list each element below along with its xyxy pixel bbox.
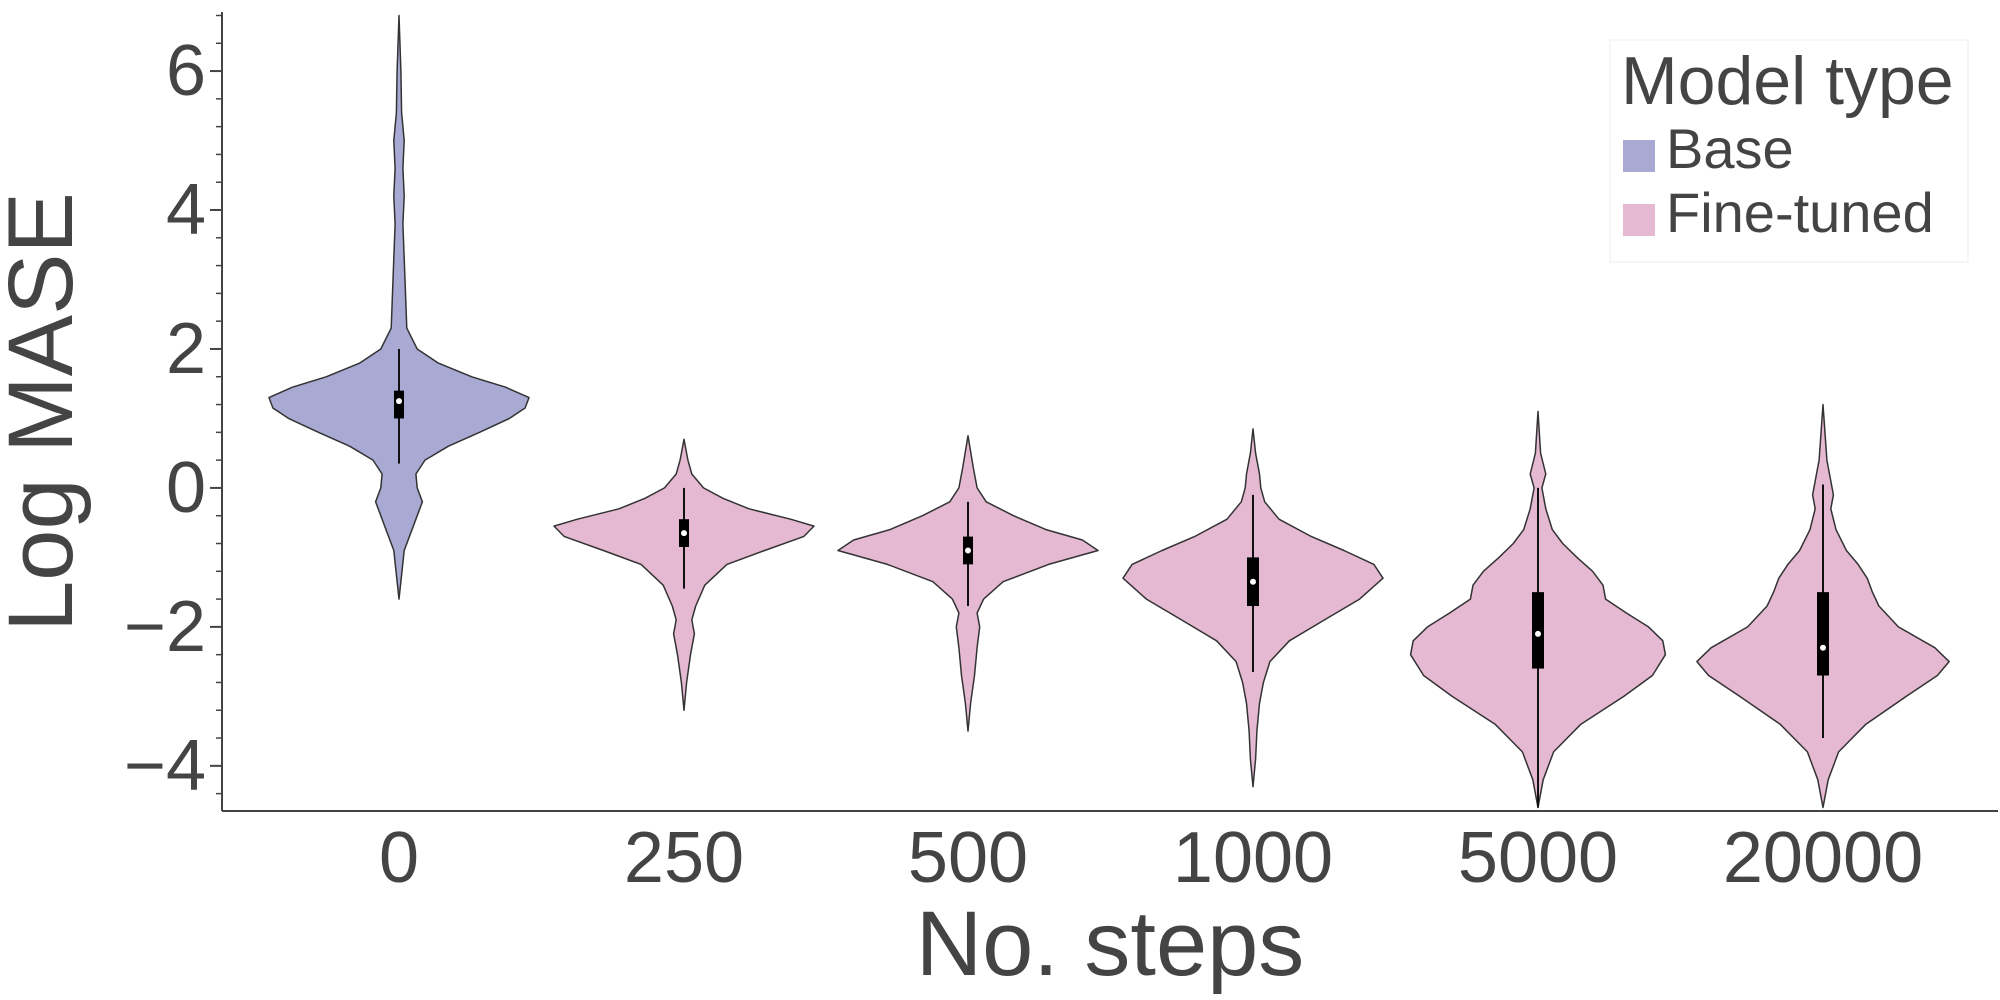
x-tick-label: 20000 <box>1723 818 1923 898</box>
x-tick-label: 5000 <box>1458 818 1618 898</box>
y-tick-label: −2 <box>124 587 206 667</box>
y-tick-label: 4 <box>166 170 206 250</box>
violin-0 <box>268 14 530 600</box>
x-tick-label: 0 <box>379 818 419 898</box>
median-marker-0 <box>396 398 402 405</box>
y-tick-label: −4 <box>124 726 206 806</box>
median-marker-5000 <box>1535 630 1541 637</box>
median-marker-20000 <box>1820 644 1826 651</box>
legend-title: Model type <box>1621 43 1954 119</box>
iqr-box-0 <box>394 390 404 419</box>
legend-swatch-base <box>1623 140 1655 172</box>
median-marker-1000 <box>1250 578 1256 585</box>
y-tick-label: 6 <box>166 31 206 111</box>
iqr-box-20000 <box>1817 592 1829 676</box>
y-tick-label: 0 <box>166 448 206 528</box>
x-ticks: 0 250 500 1000 5000 20000 <box>379 818 1923 898</box>
iqr-box-5000 <box>1532 592 1544 669</box>
median-marker-250 <box>681 530 687 537</box>
legend-label-base: Base <box>1666 117 1794 180</box>
legend: Model type Base Fine-tuned <box>1609 39 1969 263</box>
x-tick-label: 250 <box>624 818 744 898</box>
y-ticks: 6 4 2 0 −2 −4 <box>124 14 222 806</box>
y-axis-title: Log MASE <box>0 192 92 632</box>
x-axis-title: No. steps <box>916 893 1305 995</box>
boxplots-layer <box>394 348 1829 808</box>
x-tick-label: 1000 <box>1173 818 1333 898</box>
legend-box <box>1609 39 1969 263</box>
legend-label-fine-tuned: Fine-tuned <box>1666 181 1934 244</box>
y-tick-label: 2 <box>166 309 206 389</box>
median-marker-500 <box>965 547 971 554</box>
legend-swatch-fine-tuned <box>1623 204 1655 236</box>
x-tick-label: 500 <box>908 818 1028 898</box>
